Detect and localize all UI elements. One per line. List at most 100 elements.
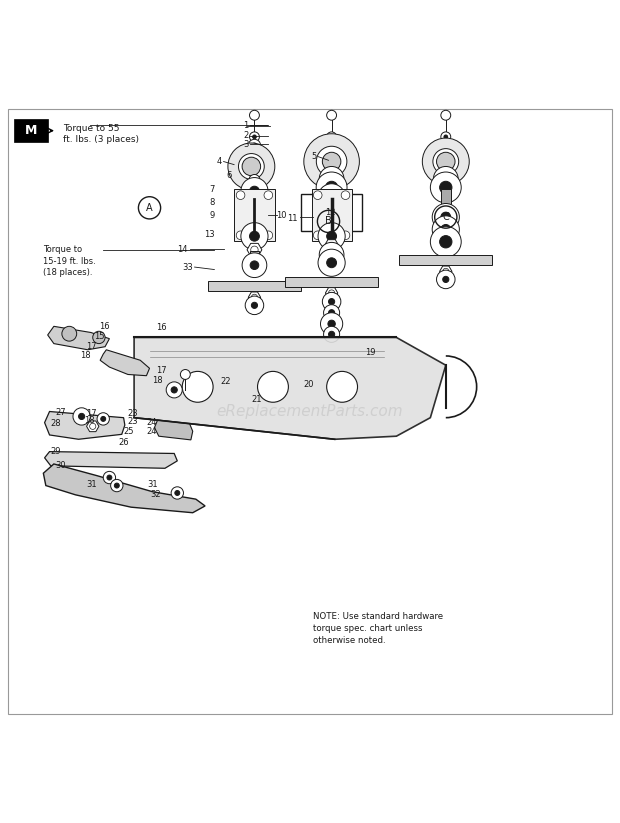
Circle shape [436,270,455,289]
Text: Torque to
15-19 ft. lbs.
(18 places).: Torque to 15-19 ft. lbs. (18 places). [43,245,96,277]
Circle shape [321,313,343,335]
Circle shape [318,223,345,250]
Text: 26: 26 [118,438,129,447]
Circle shape [249,110,259,120]
Polygon shape [87,421,99,431]
Bar [249,251,259,258]
Bar [250,228,259,230]
Circle shape [432,216,459,243]
Text: 8: 8 [209,198,215,207]
Circle shape [242,253,267,277]
Circle shape [171,387,177,393]
Circle shape [440,139,452,151]
Circle shape [432,203,459,230]
Circle shape [318,184,345,211]
Circle shape [441,212,451,222]
Circle shape [245,296,264,314]
Circle shape [97,412,109,425]
Circle shape [422,138,469,185]
Circle shape [327,231,337,241]
Circle shape [107,475,112,480]
Text: 9: 9 [209,211,215,220]
Text: 7: 7 [209,185,215,193]
Circle shape [330,135,334,139]
Circle shape [324,327,340,342]
Circle shape [341,231,350,239]
Circle shape [316,172,347,203]
Circle shape [440,181,452,193]
Circle shape [304,134,360,189]
Text: 21: 21 [251,395,262,403]
Text: 18: 18 [79,351,91,360]
Text: 16: 16 [99,322,110,331]
Circle shape [252,135,256,139]
Circle shape [250,261,259,270]
Circle shape [322,152,341,171]
Text: 16: 16 [156,323,167,332]
Polygon shape [100,350,149,376]
Circle shape [443,277,449,282]
Polygon shape [285,277,378,287]
Circle shape [326,139,338,151]
Text: M: M [25,124,37,137]
Text: 31: 31 [86,480,97,489]
Circle shape [443,143,448,148]
Text: 22: 22 [221,377,231,386]
Circle shape [242,157,260,176]
Text: 11: 11 [287,215,298,223]
Text: 24: 24 [146,427,157,435]
Circle shape [327,174,336,184]
Circle shape [329,332,335,337]
Circle shape [264,231,273,239]
Circle shape [322,292,341,311]
Circle shape [249,132,259,142]
Circle shape [313,191,322,199]
Text: 13: 13 [204,230,215,239]
Polygon shape [154,420,193,439]
Text: 25: 25 [123,427,134,435]
Circle shape [257,371,288,402]
Text: 10: 10 [276,211,286,220]
Polygon shape [45,452,177,468]
Circle shape [441,174,450,184]
Circle shape [433,166,458,191]
Text: 24: 24 [146,418,157,427]
Circle shape [319,243,344,267]
Circle shape [79,413,85,420]
Circle shape [101,416,105,421]
Text: 18: 18 [84,416,95,425]
Bar [327,227,337,230]
Circle shape [249,186,259,196]
Polygon shape [440,266,452,277]
Circle shape [93,332,105,344]
Polygon shape [326,288,338,299]
Polygon shape [208,281,301,291]
Circle shape [264,191,273,199]
Circle shape [327,371,358,402]
Text: 17: 17 [156,366,167,375]
Circle shape [327,258,337,267]
Text: Torque to 55
ft. lbs. (3 places): Torque to 55 ft. lbs. (3 places) [63,124,139,144]
Circle shape [228,143,275,190]
Text: 23: 23 [128,410,138,418]
FancyBboxPatch shape [14,119,48,142]
Circle shape [441,132,451,142]
Circle shape [327,193,337,202]
Text: 27: 27 [56,408,66,417]
Text: 2: 2 [243,131,248,140]
Text: 4: 4 [217,157,223,166]
Circle shape [239,154,264,179]
Circle shape [327,132,337,142]
Circle shape [252,179,256,182]
Text: 29: 29 [51,447,61,455]
Text: 33: 33 [182,263,193,272]
Circle shape [236,191,245,199]
Circle shape [241,223,268,250]
Circle shape [62,327,77,342]
Text: 32: 32 [150,491,161,500]
Circle shape [249,174,260,186]
Circle shape [328,320,335,328]
Polygon shape [43,464,205,513]
Text: 17: 17 [86,342,97,351]
Bar [301,194,363,231]
